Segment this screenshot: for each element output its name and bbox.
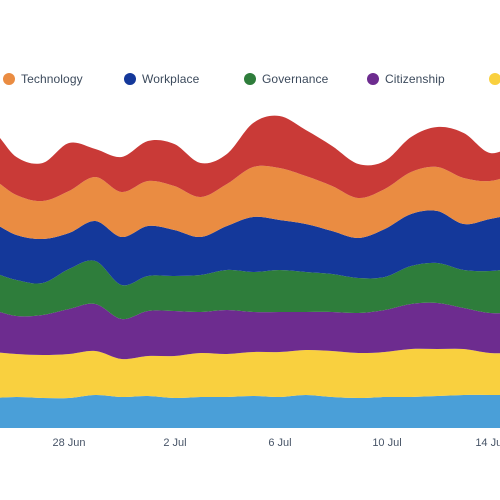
x-tick-label: 14 Jul <box>475 437 500 449</box>
x-axis-ticks: 28 Jun 2 Jul 6 Jul 10 Jul 14 Jul <box>52 437 500 449</box>
legend-item-technology[interactable]: Technology <box>3 68 83 90</box>
legend-swatch-workplace <box>124 73 136 85</box>
legend-swatch-yellow-series <box>489 73 500 85</box>
area-series-governance[interactable] <box>0 260 500 320</box>
area-series-citizenship[interactable] <box>0 302 500 360</box>
legend-label-governance: Governance <box>262 72 329 86</box>
legend-label-workplace: Workplace <box>142 72 200 86</box>
area-series-unlabeled-1[interactable] <box>0 348 500 399</box>
legend-label-citizenship: Citizenship <box>385 72 445 86</box>
area-series-workplace[interactable] <box>0 209 500 286</box>
area-series-unlabeled-6[interactable] <box>0 115 500 202</box>
area-series-group <box>0 115 500 428</box>
legend-item-governance[interactable]: Governance <box>244 68 328 90</box>
area-series-technology[interactable] <box>0 165 500 240</box>
legend-swatch-citizenship <box>367 73 379 85</box>
x-tick-label: 6 Jul <box>268 437 291 449</box>
legend-label-technology: Technology <box>21 72 83 86</box>
chart-legend: Technology Workplace Governance Citizens… <box>0 68 500 90</box>
legend-item-workplace[interactable]: Workplace <box>124 68 199 90</box>
x-tick-label: 2 Jul <box>163 437 186 449</box>
legend-swatch-governance <box>244 73 256 85</box>
legend-swatch-technology <box>3 73 15 85</box>
legend-item-citizenship[interactable]: Citizenship <box>367 68 445 90</box>
x-tick-label: 10 Jul <box>372 437 401 449</box>
area-series-unlabeled-0[interactable] <box>0 394 500 428</box>
x-tick-label: 28 Jun <box>52 437 85 449</box>
legend-item-yellow-series[interactable] <box>489 68 500 90</box>
